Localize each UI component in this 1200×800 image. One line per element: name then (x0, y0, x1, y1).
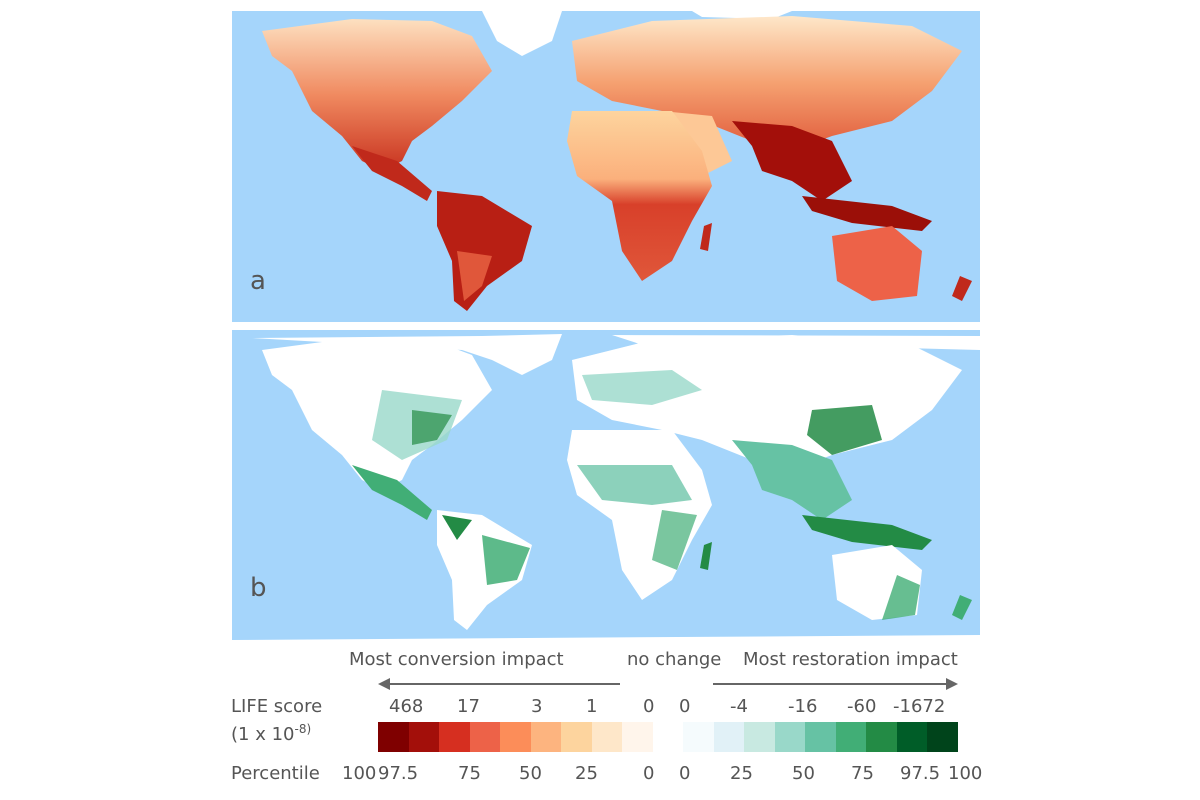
restoration-percentile: 25 (730, 763, 753, 784)
world-map-conversion (232, 11, 980, 322)
restoration-score: -1672 (893, 696, 946, 717)
swatch (774, 722, 805, 752)
conversion-score: 0 (643, 696, 655, 717)
life-score-unit: (1 x 10-8) (231, 722, 312, 745)
restoration-heading: Most restoration impact (743, 649, 958, 670)
swatch (378, 722, 409, 752)
conversion-percentile: 75 (458, 763, 481, 784)
restoration-score: -4 (730, 696, 748, 717)
conversion-percentile: 25 (575, 763, 598, 784)
swatch (835, 722, 866, 752)
restoration-percentile: 75 (851, 763, 874, 784)
conversion-score: 17 (457, 696, 480, 717)
swatch (896, 722, 927, 752)
life-score-label: LIFE score (231, 696, 323, 717)
swatch (530, 722, 561, 752)
swatch (713, 722, 744, 752)
conversion-color-scale (378, 722, 653, 752)
conversion-score: 468 (389, 696, 424, 717)
map-panel-a: a (232, 11, 980, 322)
restoration-score: 0 (679, 696, 691, 717)
swatch (500, 722, 531, 752)
swatch (805, 722, 836, 752)
conversion-score: 3 (531, 696, 543, 717)
restoration-arrow-icon (713, 678, 958, 690)
restoration-percentile: 0 (679, 763, 691, 784)
swatch (866, 722, 897, 752)
restoration-percentile: 50 (792, 763, 815, 784)
restoration-percentile: 97.5 (900, 763, 941, 784)
swatch (744, 722, 775, 752)
conversion-score: 1 (586, 696, 598, 717)
restoration-color-scale (683, 722, 958, 752)
restoration-percentile: 100 (948, 763, 983, 784)
swatch (469, 722, 500, 752)
world-map-restoration (232, 330, 980, 646)
restoration-score: -60 (847, 696, 877, 717)
percentile-label: Percentile (231, 763, 320, 784)
conversion-percentile: 97.5 (378, 763, 419, 784)
conversion-heading: Most conversion impact (349, 649, 564, 670)
swatch (591, 722, 622, 752)
swatch (439, 722, 470, 752)
map-panel-b: b (232, 330, 980, 646)
panel-label-a: a (250, 266, 266, 296)
conversion-arrow-icon (378, 678, 620, 690)
swatch (561, 722, 592, 752)
swatch (927, 722, 958, 752)
conversion-percentile: 50 (519, 763, 542, 784)
no-change-heading: no change (627, 649, 722, 670)
swatch (408, 722, 439, 752)
swatch (622, 722, 653, 752)
restoration-score: -16 (788, 696, 818, 717)
panel-label-b: b (250, 573, 267, 603)
conversion-percentile: 0 (643, 763, 655, 784)
swatch (683, 722, 714, 752)
conversion-percentile: 100 (342, 763, 377, 784)
